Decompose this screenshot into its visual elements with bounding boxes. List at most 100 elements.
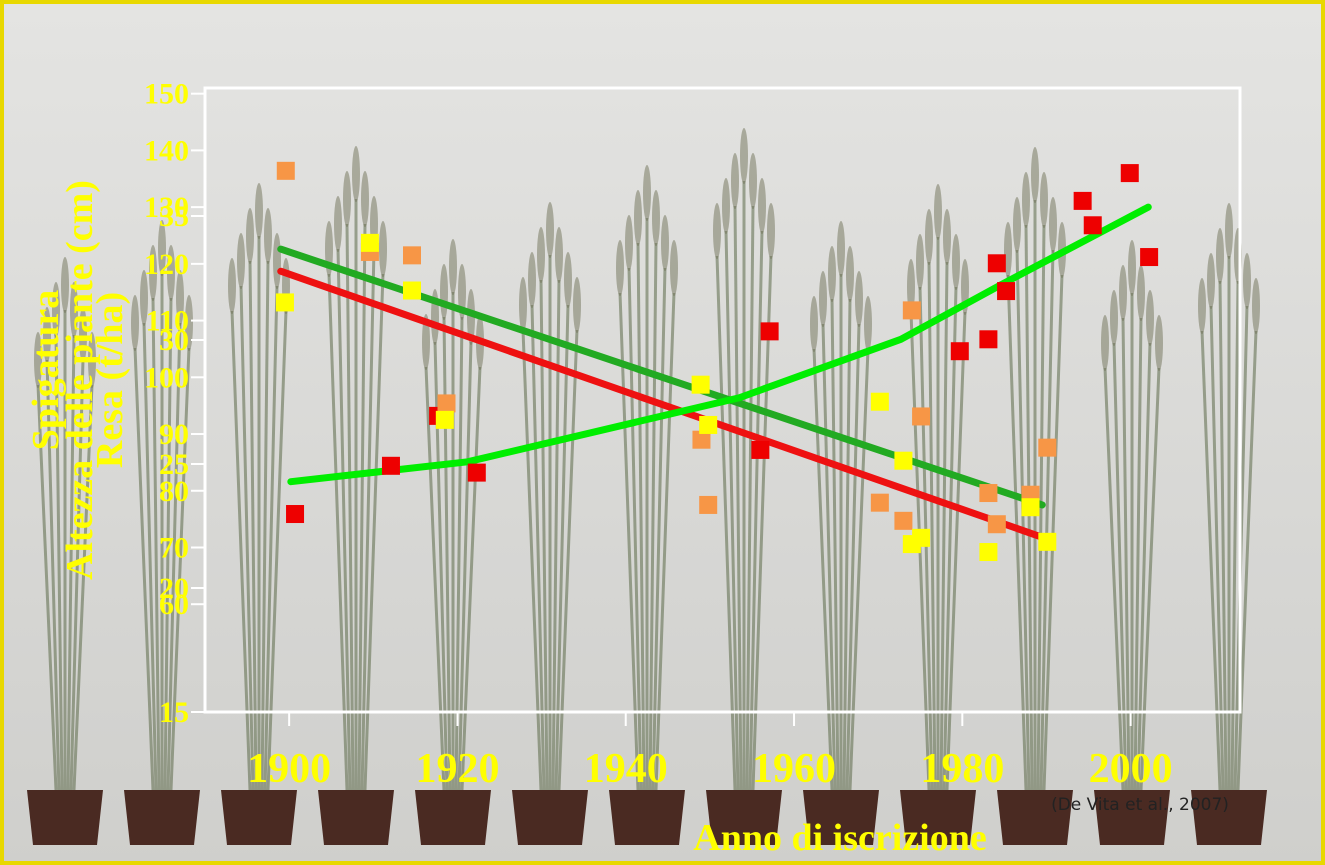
data-point (691, 375, 710, 394)
plant-ear (555, 227, 563, 283)
plant-stem (336, 248, 352, 791)
plant-ear (1225, 203, 1233, 259)
data-point (997, 282, 1016, 301)
plant-stem (69, 359, 85, 791)
plant-ear (449, 239, 457, 295)
plant-stem (169, 347, 191, 791)
y2-tick-label: 20 (159, 572, 189, 605)
plant-ear (185, 295, 193, 351)
plant-ear (334, 196, 342, 252)
data-point (437, 394, 456, 413)
plant-stem (1015, 249, 1031, 791)
data-point (912, 407, 931, 426)
pot (318, 790, 394, 845)
data-point (1083, 216, 1102, 235)
plant-ear (573, 277, 581, 333)
plant-stem (230, 310, 252, 791)
plant-ear (149, 245, 157, 301)
pot (221, 790, 297, 845)
plant-ear (1031, 147, 1039, 203)
plant-ear (722, 178, 730, 234)
plant-ear (61, 257, 69, 313)
plant-ear (749, 153, 757, 209)
plant-stem (748, 230, 764, 791)
plant-stem (424, 366, 446, 791)
plant-stem (648, 242, 658, 791)
plant-ear (1216, 228, 1224, 284)
pot (803, 790, 879, 845)
plant-ear (731, 153, 739, 209)
plant-ear (952, 234, 960, 290)
plant-ear (70, 282, 78, 338)
x-tick-label: 2000 (1089, 746, 1173, 792)
plant-ear (934, 184, 942, 240)
data-point (950, 342, 969, 361)
plant-stem (627, 267, 643, 791)
plant-ear (1040, 172, 1048, 228)
y-tick-label: 130 (144, 191, 189, 224)
plant-ear (634, 190, 642, 246)
y-tick-label: 90 (159, 418, 189, 451)
plant-ear (1110, 290, 1118, 346)
plant-ear (34, 332, 42, 388)
y-axis-title: Resa (t/ha) (89, 292, 131, 468)
plant-stem (651, 267, 667, 791)
plant-stem (36, 384, 58, 791)
plant-stem (260, 260, 270, 791)
plant-ear (79, 307, 87, 363)
y-tick-label: 150 (144, 78, 189, 111)
plant-stem (1039, 249, 1055, 791)
plant-ear (1198, 278, 1206, 334)
data-point (870, 392, 889, 411)
plant-ear (352, 146, 360, 202)
y-tick-label: 60 (159, 588, 189, 621)
pot (609, 790, 685, 845)
data-point (699, 495, 718, 514)
plant-stem (848, 348, 870, 791)
plant-ear (379, 221, 387, 277)
plant-ear (625, 215, 633, 271)
x-tick-label: 1960 (752, 746, 836, 792)
plant-stem (54, 334, 64, 791)
plant-ear (467, 289, 475, 345)
data-point (1038, 438, 1057, 457)
plant-ear (88, 332, 96, 388)
plant-stem (1218, 280, 1228, 791)
y-tick-label: 80 (159, 475, 189, 508)
pot (706, 790, 782, 845)
y-axis-title: Altezza delle piante (cm) (59, 180, 101, 580)
plant-stem (142, 322, 158, 791)
data-point (979, 543, 998, 562)
plant-stem (263, 285, 279, 791)
plant-stem (327, 273, 349, 791)
plant-ear (1022, 172, 1030, 228)
data-point (381, 456, 400, 475)
plant-ear (564, 252, 572, 308)
plant-stem (1112, 342, 1128, 791)
plant-ear (846, 246, 854, 302)
data-point (987, 254, 1006, 273)
plant-ear (916, 234, 924, 290)
plant-stem (636, 242, 646, 791)
plant-ear (855, 271, 863, 327)
x-tick-label: 1980 (920, 746, 1004, 792)
plant-stem (945, 311, 967, 791)
trend-line (287, 203, 1152, 486)
plant-stem (1136, 342, 1152, 791)
plant-stem (842, 298, 852, 791)
data-point (751, 440, 770, 459)
plant-ear (422, 314, 430, 370)
plant-ear (828, 246, 836, 302)
plant-ear (273, 233, 281, 289)
plant-ear (167, 245, 175, 301)
data-point (435, 410, 454, 429)
data-point (894, 451, 913, 470)
plant-ear (652, 190, 660, 246)
pot (415, 790, 491, 845)
y2-tick-label: 30 (159, 324, 189, 357)
plant-ear (810, 296, 818, 352)
data-point (987, 515, 1006, 534)
y2-tick-label: 15 (159, 696, 189, 729)
plant-ear (1101, 315, 1109, 371)
